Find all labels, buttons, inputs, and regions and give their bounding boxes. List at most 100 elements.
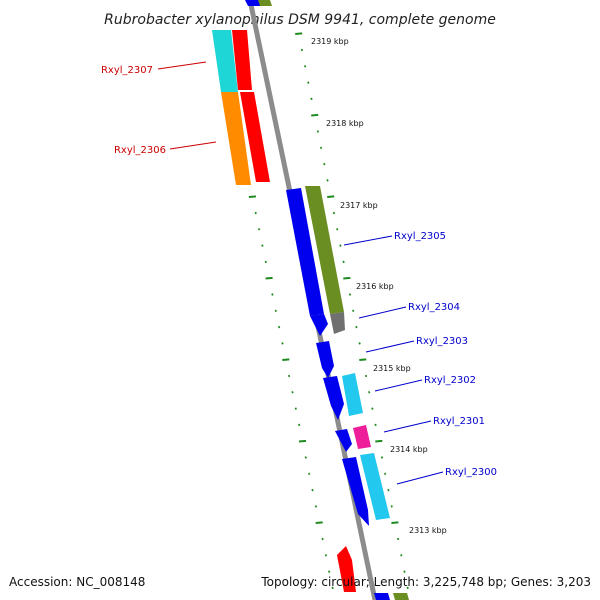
leader-line — [157, 61, 207, 70]
tick-mark — [358, 342, 361, 345]
tick-mark — [274, 309, 277, 313]
tick-mark — [391, 521, 399, 524]
tick-mark — [294, 407, 297, 410]
kbp-labels: 2319 kbp 2318 kbp 2317 kbp 2316 kbp 2315… — [311, 37, 447, 535]
gene-feature-rxyl-2306 — [221, 92, 251, 185]
tick-mark — [364, 374, 368, 378]
gene-feature-rxyl-2305 — [286, 188, 324, 316]
tick-mark — [342, 260, 345, 264]
tick-mark — [326, 179, 329, 182]
tick-mark — [355, 325, 358, 329]
tick-mark — [328, 570, 331, 573]
tick-mark — [304, 456, 307, 459]
gene-feature — [310, 314, 328, 336]
gene-label-rxyl-2301: Rxyl_2301 — [433, 416, 485, 427]
tick-mark — [390, 505, 393, 508]
gene-leader-lines — [157, 61, 444, 485]
tick-mark — [310, 97, 313, 101]
tick-mark — [368, 391, 371, 394]
tick-mark — [332, 211, 336, 215]
tick-mark — [248, 195, 256, 198]
tick-mark — [319, 146, 323, 150]
tick-mark — [291, 391, 294, 394]
leader-line — [374, 379, 423, 392]
gene-feature-rxyl-2307 — [212, 30, 238, 92]
tick-mark — [336, 228, 339, 231]
kbp-label: 2318 kbp — [326, 119, 364, 128]
tick-mark — [298, 439, 307, 443]
tick-mark — [321, 537, 324, 541]
gene-label-rxyl-2306: Rxyl_2306 — [114, 145, 166, 156]
gene-labels: Rxyl_2307 Rxyl_2306 Rxyl_2305 Rxyl_2304 … — [101, 65, 497, 478]
tick-mark — [380, 456, 384, 459]
tick-mark — [359, 358, 367, 361]
tick-mark — [315, 521, 323, 524]
gene-feature — [393, 593, 409, 600]
tick-mark — [277, 325, 281, 329]
tick-mark — [339, 244, 342, 247]
gene-feature — [305, 186, 344, 314]
gene-label-rxyl-2300: Rxyl_2300 — [445, 467, 497, 478]
gene-feature-rxyl-2300 — [342, 457, 369, 526]
tick-mark — [374, 423, 377, 427]
gene-feature — [360, 453, 390, 520]
tick-mark — [303, 65, 307, 68]
tick-mark — [311, 488, 314, 492]
tick-mark — [265, 276, 273, 280]
tick-mark — [400, 554, 403, 557]
kbp-label: 2317 kbp — [340, 201, 378, 210]
tick-mark — [384, 472, 387, 476]
tick-mark — [323, 162, 326, 166]
leader-line — [343, 235, 393, 246]
tick-mark — [257, 228, 261, 231]
gene-label-rxyl-2307: Rxyl_2307 — [101, 65, 153, 76]
tick-mark — [387, 488, 390, 492]
gene-feature-rxyl-2301 — [353, 425, 371, 449]
tick-mark — [348, 293, 352, 296]
tick-mark — [282, 358, 290, 361]
gene-label-rxyl-2304: Rxyl_2304 — [408, 302, 460, 313]
tick-mark — [324, 554, 328, 557]
kbp-label: 2315 kbp — [373, 364, 411, 373]
gene-feature — [232, 30, 252, 90]
tick-mark — [298, 423, 301, 427]
tick-mark — [316, 130, 320, 133]
tick-mark — [295, 32, 303, 35]
tick-mark — [264, 260, 267, 264]
tick-mark — [327, 195, 335, 198]
gene-label-rxyl-2305: Rxyl_2305 — [394, 231, 446, 242]
gene-feature-rxyl-2302 — [342, 373, 363, 416]
tick-mark — [308, 472, 311, 476]
gene-feature — [337, 546, 356, 592]
tick-mark — [343, 276, 351, 280]
gene-feature — [240, 92, 270, 182]
gene-feature-rxyl-2304 — [330, 312, 345, 334]
tick-mark — [307, 81, 310, 84]
leader-line — [169, 141, 217, 150]
tick-mark — [281, 342, 284, 345]
tick-mark — [371, 407, 374, 410]
leader-line — [358, 306, 407, 319]
tick-mark — [300, 48, 304, 52]
tick-mark — [396, 537, 400, 541]
leader-line — [383, 420, 432, 433]
gene-label-rxyl-2302: Rxyl_2302 — [424, 375, 476, 386]
kbp-label: 2319 kbp — [311, 37, 349, 46]
tick-mark — [314, 505, 318, 508]
gene-feature — [323, 376, 344, 420]
gene-feature — [374, 593, 390, 600]
tick-mark — [406, 586, 409, 590]
genome-summary-text: Topology: circular; Length: 3,225,748 bp… — [260, 575, 591, 589]
right-tick-rail — [295, 32, 409, 590]
leader-line — [365, 340, 415, 353]
tick-mark — [254, 211, 257, 215]
tick-mark — [403, 570, 406, 573]
gene-label-rxyl-2303: Rxyl_2303 — [416, 336, 468, 347]
gene-feature — [335, 429, 352, 452]
leader-line — [396, 471, 444, 485]
tick-mark — [261, 244, 264, 247]
gene-feature — [258, 0, 272, 6]
tick-mark — [375, 439, 383, 443]
kbp-label: 2313 kbp — [409, 526, 447, 535]
